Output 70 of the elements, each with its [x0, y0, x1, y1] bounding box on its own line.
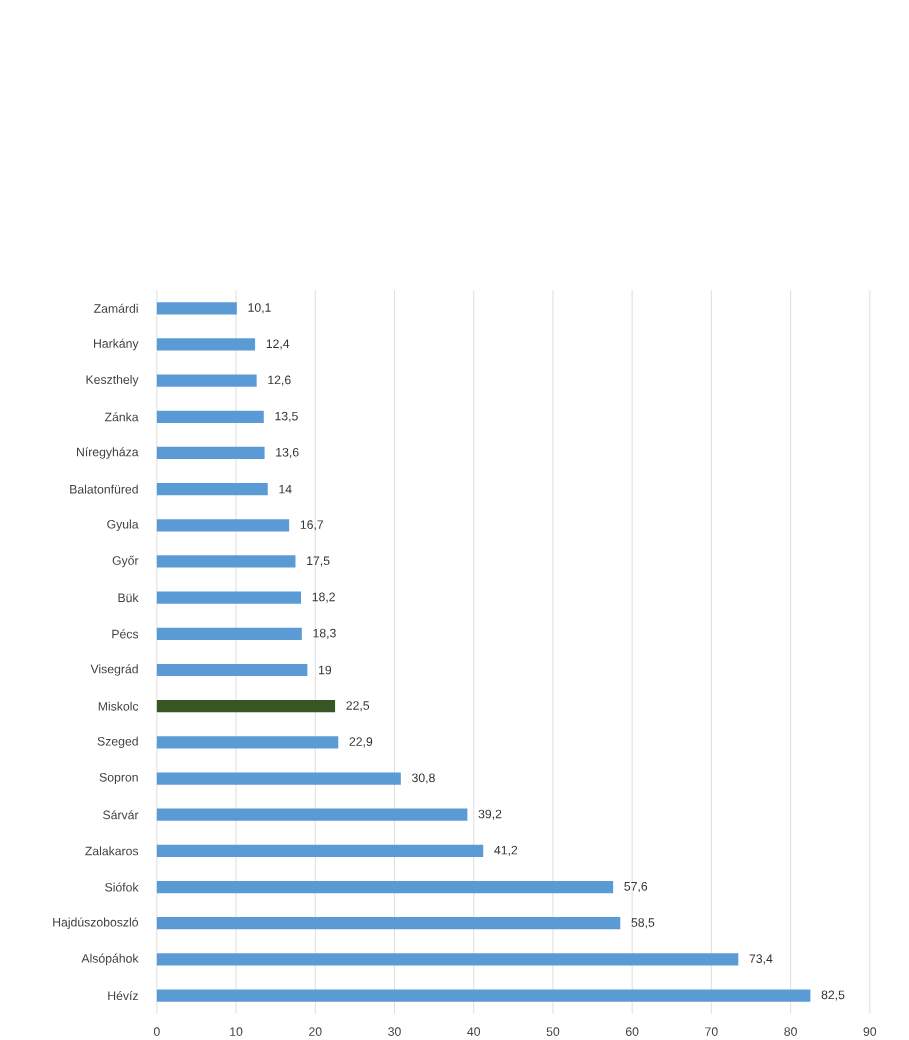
- bar: [157, 519, 290, 532]
- x-tick-label: 0: [154, 1027, 160, 1036]
- x-tick-label: 60: [626, 1027, 639, 1036]
- data-label: 16,7: [300, 520, 324, 531]
- x-tick-label: 20: [309, 1027, 322, 1036]
- y-tick-label: Visegrád: [90, 664, 138, 676]
- data-label: 18,3: [313, 628, 336, 639]
- bar: [157, 808, 468, 821]
- y-tick-label: Hajdúszoboszló: [53, 917, 139, 929]
- x-tick-label: 50: [546, 1027, 560, 1036]
- y-tick-label: Hévíz: [108, 990, 139, 1001]
- data-label: 13,5: [275, 411, 298, 422]
- y-tick-label: Alsópáhok: [81, 953, 139, 966]
- y-tick-label: Gyula: [107, 519, 139, 532]
- y-tick-label: Siófok: [105, 882, 139, 892]
- data-label: 17,5: [307, 556, 330, 567]
- bar: [157, 700, 336, 713]
- data-label: 30,8: [412, 773, 435, 784]
- y-tick-label: Níregyháza: [77, 447, 139, 459]
- bar: [157, 917, 621, 930]
- bar: [157, 483, 268, 496]
- data-label: 10,1: [248, 303, 271, 314]
- bar: [157, 555, 296, 568]
- bar: [157, 374, 257, 387]
- y-tick-label: Zamárdi: [94, 303, 138, 313]
- x-tick-label: 10: [230, 1027, 243, 1036]
- data-label: 58,5: [631, 918, 655, 929]
- y-tick-label: Sopron: [99, 772, 138, 785]
- y-tick-label: Zánka: [105, 412, 139, 422]
- y-tick-label: Zalakaros: [85, 846, 139, 856]
- bar: [157, 410, 264, 423]
- y-tick-label: Miskolc: [98, 701, 139, 711]
- data-label: 12,4: [266, 339, 290, 350]
- data-label: 82,5: [821, 990, 845, 1001]
- y-tick-label: Balatonfüred: [70, 484, 138, 494]
- bar: [157, 989, 811, 1002]
- bar: [157, 446, 265, 460]
- y-tick-label: Szeged: [97, 736, 138, 749]
- x-tick-label: 80: [784, 1027, 798, 1036]
- data-label: 13,6: [276, 447, 299, 459]
- bar: [157, 591, 302, 604]
- data-label: 14: [279, 484, 292, 494]
- bar: [157, 663, 308, 677]
- y-tick-label: Sárvár: [103, 810, 139, 820]
- bar: [157, 302, 238, 315]
- x-tick-label: 70: [705, 1027, 718, 1036]
- y-tick-label: Győr: [112, 555, 139, 568]
- y-tick-label: Pécs: [112, 629, 139, 639]
- data-label: 22,9: [349, 737, 373, 748]
- y-tick-label: Bük: [118, 593, 139, 603]
- bar: [157, 880, 614, 894]
- bar: [157, 844, 484, 857]
- bar: [157, 338, 256, 351]
- y-tick-label: Keszthely: [86, 374, 139, 387]
- bar: [157, 736, 339, 749]
- data-label: 39,2: [478, 809, 502, 820]
- data-label: 18,2: [312, 592, 336, 603]
- x-tick-label: 40: [467, 1027, 481, 1036]
- x-tick-label: 30: [388, 1027, 401, 1036]
- bar: [157, 627, 302, 640]
- data-label: 19: [319, 665, 332, 675]
- data-label: 22,5: [346, 701, 370, 712]
- bar: [157, 953, 739, 966]
- x-tick-label: 90: [863, 1027, 877, 1036]
- data-label: 57,6: [624, 881, 648, 893]
- y-tick-label: Harkány: [94, 338, 139, 351]
- data-label: 41,2: [494, 845, 518, 856]
- bar: [157, 772, 401, 785]
- data-label: 12,6: [268, 375, 291, 386]
- data-label: 73,4: [749, 954, 773, 965]
